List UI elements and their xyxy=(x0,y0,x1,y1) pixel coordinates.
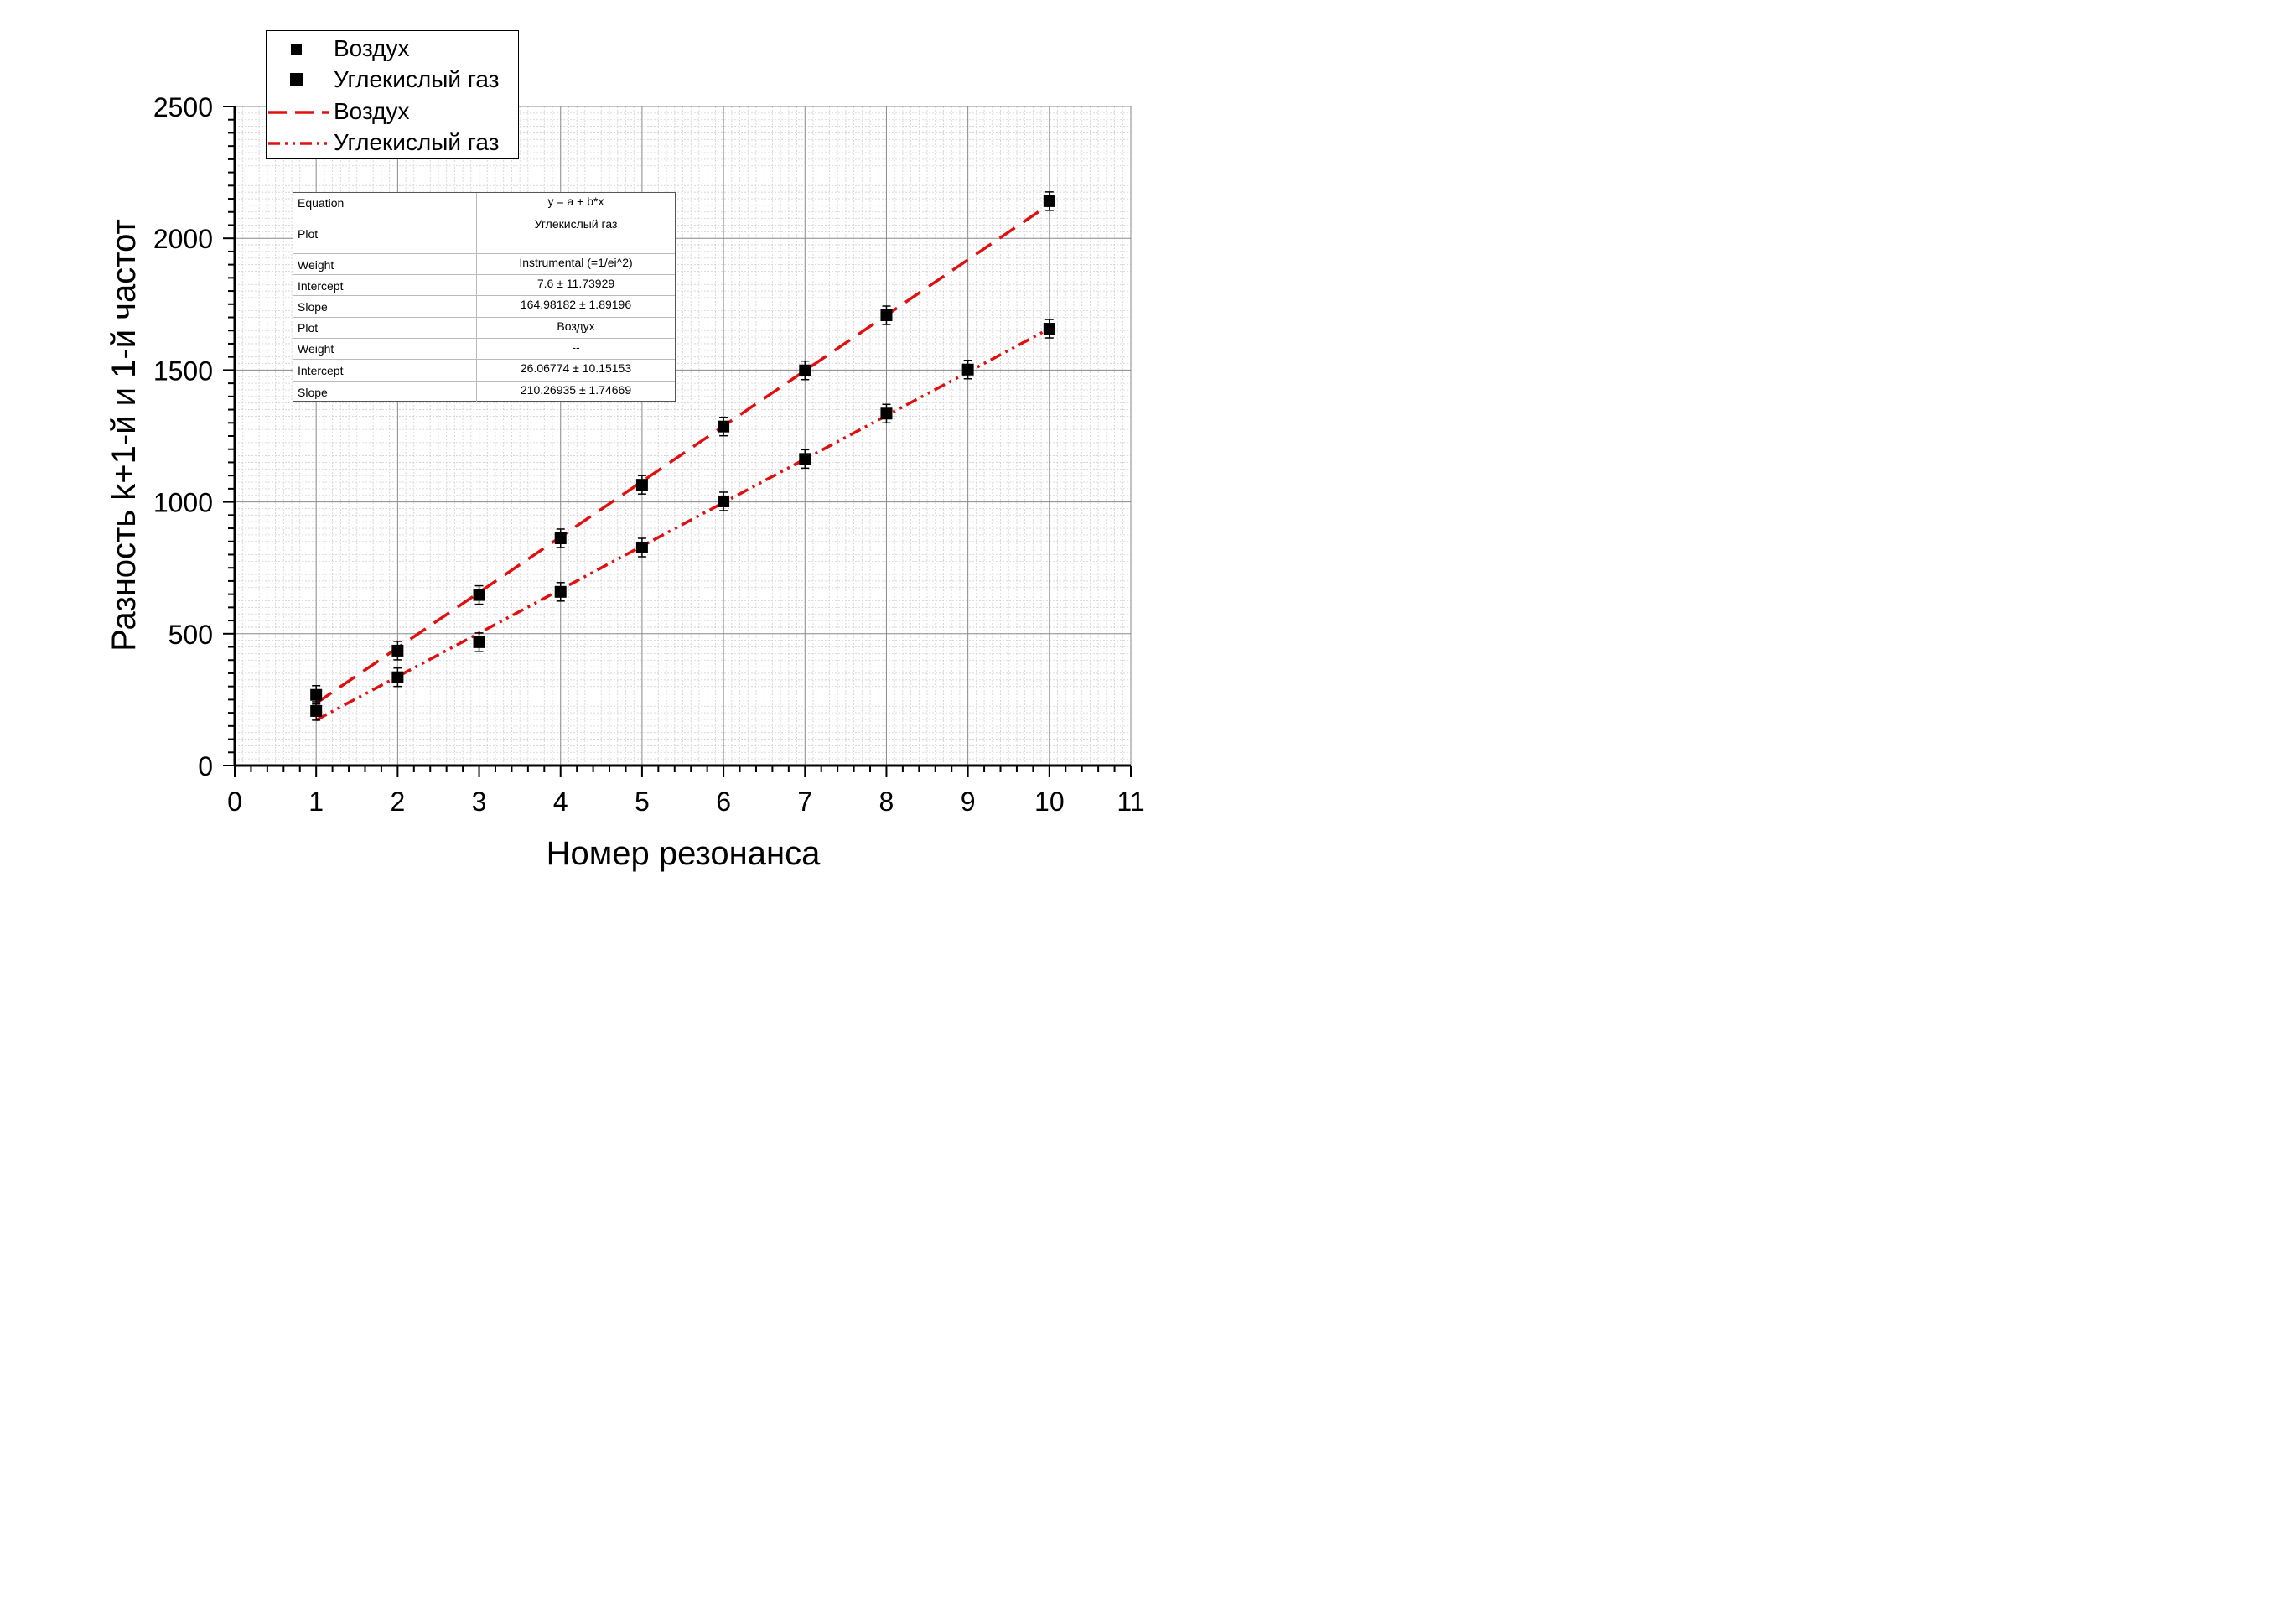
fit-line xyxy=(315,327,1050,722)
fit-divider xyxy=(476,254,477,274)
y-tick-label: 1500 xyxy=(153,356,213,386)
y-tick-label: 1000 xyxy=(153,488,213,518)
fit-divider xyxy=(476,193,477,215)
legend-label: Воздух xyxy=(334,98,410,124)
fit-label: Intercept xyxy=(298,364,344,377)
x-tick-label: 8 xyxy=(879,786,894,817)
square-marker-icon xyxy=(291,44,302,55)
fit-divider xyxy=(476,382,477,402)
fit-value: Воздух xyxy=(557,319,595,333)
y-tick-label: 2500 xyxy=(153,92,213,122)
data-point xyxy=(880,309,893,322)
fit-label: Plot xyxy=(298,321,319,335)
y-tick-label: 500 xyxy=(168,620,213,650)
dash-dot-line-icon xyxy=(268,142,332,145)
fit-value: Instrumental (=1/ei^2) xyxy=(519,256,633,269)
x-tick-label: 11 xyxy=(1117,786,1144,817)
fit-value: Углекислый газ xyxy=(534,217,618,231)
fit-row-weight: Weight -- xyxy=(293,338,675,359)
x-tick-label: 4 xyxy=(553,786,568,817)
x-tick-label: 10 xyxy=(1034,786,1065,817)
fit-divider xyxy=(476,360,477,381)
axes xyxy=(223,106,1132,777)
fit-divider xyxy=(476,318,477,338)
legend-item-co2-fit: Углекислый газ xyxy=(267,127,518,158)
square-marker-icon xyxy=(290,73,303,86)
fit-row-slope: Slope 210.26935 ± 1.74669 xyxy=(293,381,675,402)
x-tick-label: 3 xyxy=(472,786,487,817)
legend-item-co2-points: Углекислый газ xyxy=(267,65,518,95)
fit-label: Slope xyxy=(298,386,328,399)
fit-row-intercept: Intercept 26.06774 ± 10.15153 xyxy=(293,359,675,381)
fit-row-slope: Slope 164.98182 ± 1.89196 xyxy=(293,295,675,317)
fit-lines xyxy=(315,203,1050,722)
y-axis-label: Разность k+1-й и 1-й частот xyxy=(106,219,143,651)
fit-row-equation: Equation y = a + b*x xyxy=(293,193,675,215)
fit-value: 7.6 ± 11.73929 xyxy=(536,277,615,290)
data-point xyxy=(961,363,974,376)
fit-label: Equation xyxy=(298,196,345,210)
data-point xyxy=(635,541,648,553)
fit-row-plot: Plot Углекислый газ xyxy=(293,215,675,253)
x-tick-label: 1 xyxy=(308,786,324,817)
fit-label: Slope xyxy=(298,300,328,314)
fit-results-table: Equation y = a + b*x Plot Углекислый газ… xyxy=(293,192,676,402)
chart: 0 1 2 3 4 5 6 7 8 9 10 11 0 500 1000 1500 2000 2500 Номер… xyxy=(106,92,1145,872)
data-point xyxy=(391,644,404,657)
x-tick-label: 0 xyxy=(227,786,242,817)
data-point xyxy=(1043,195,1055,207)
fit-value: 210.26935 ± 1.74669 xyxy=(520,383,632,397)
fit-value: y = a + b*x xyxy=(547,195,604,208)
x-tick-label: 9 xyxy=(961,786,976,817)
data-point xyxy=(635,479,648,491)
data-point xyxy=(799,364,811,376)
legend-label: Воздух xyxy=(334,35,410,61)
data-point xyxy=(473,589,485,601)
fit-value: 164.98182 ± 1.89196 xyxy=(520,298,632,311)
fit-line xyxy=(315,203,1050,705)
tick-labels: 0 1 2 3 4 5 6 7 8 9 10 11 0 500 1000 1500 2000 2500 xyxy=(153,92,1145,817)
data-point xyxy=(310,704,323,717)
data-point xyxy=(880,407,893,420)
x-tick-label: 2 xyxy=(390,786,405,817)
fit-value: -- xyxy=(572,340,580,354)
fit-value: 26.06774 ± 10.15153 xyxy=(520,361,632,375)
data-point xyxy=(799,453,811,465)
legend-label: Углекислый газ xyxy=(334,66,500,92)
fit-divider xyxy=(476,296,477,317)
y-tick-label: 2000 xyxy=(153,224,213,254)
fit-label: Weight xyxy=(298,342,334,356)
dashed-line-icon xyxy=(268,111,329,114)
fit-label: Weight xyxy=(298,258,334,272)
legend-item-air-fit: Воздух xyxy=(267,96,518,127)
fit-label: Intercept xyxy=(298,279,344,293)
legend-item-air-points: Воздух xyxy=(267,34,518,64)
data-point xyxy=(310,688,323,701)
data-point xyxy=(554,585,567,598)
data-point xyxy=(718,495,730,507)
x-tick-label: 5 xyxy=(635,786,650,817)
data-point xyxy=(473,636,485,648)
x-axis-label: Номер резонанса xyxy=(547,835,821,872)
fit-divider xyxy=(476,339,477,359)
x-tick-label: 7 xyxy=(797,786,812,817)
fit-label: Plot xyxy=(298,227,319,241)
fit-row-plot: Plot Воздух xyxy=(293,317,675,338)
data-point xyxy=(391,671,404,683)
y-tick-label: 0 xyxy=(198,751,213,781)
fit-row-intercept: Intercept 7.6 ± 11.73929 xyxy=(293,274,675,295)
data-point xyxy=(554,532,567,544)
data-point xyxy=(1043,323,1055,335)
fit-row-weight: Weight Instrumental (=1/ei^2) xyxy=(293,253,675,274)
fit-divider xyxy=(476,275,477,295)
legend-label: Углекислый газ xyxy=(334,129,500,155)
data-points xyxy=(310,191,1055,721)
x-tick-label: 6 xyxy=(716,786,731,817)
data-point xyxy=(718,420,730,433)
legend: Воздух Углекислый газ Воздух Углекислый … xyxy=(266,30,519,159)
fit-divider xyxy=(476,215,477,253)
